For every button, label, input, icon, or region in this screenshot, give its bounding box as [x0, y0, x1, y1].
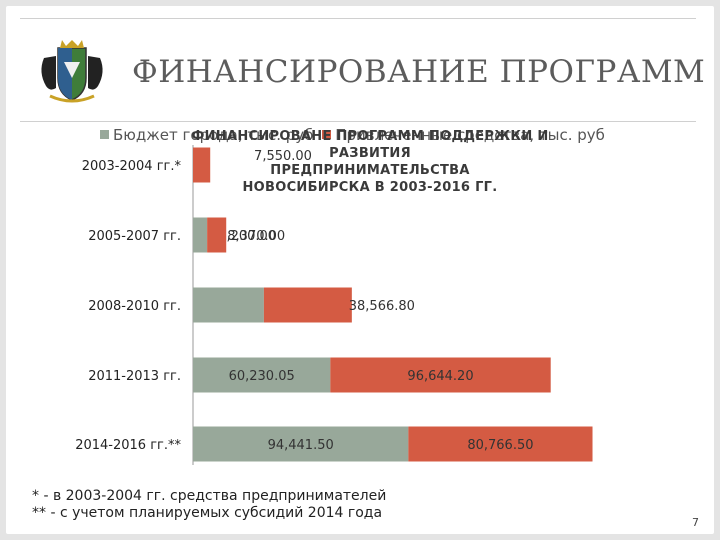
title-bar — [20, 18, 696, 122]
bar-attracted — [263, 287, 352, 323]
page-number: 7 — [692, 516, 699, 529]
chart-title: ФИНАНСИРОВАНЕ ПРОГРАММ ПОДДЕРЖКИ И РАЗВИ… — [160, 128, 580, 196]
bar-attracted — [408, 426, 593, 462]
category-label: 2008-2010 гг. — [88, 299, 181, 314]
category-label: 2014-2016 гг.** — [75, 438, 181, 453]
legend-item-budget: Бюджет города, тыс. руб — [100, 126, 313, 144]
chart-legend: Бюджет города, тыс. руб Привлеченные сре… — [100, 125, 609, 145]
legend-swatch-budget — [100, 130, 109, 139]
data-label-attracted: 96,644.20 — [407, 369, 473, 384]
legend-label-budget: Бюджет города, тыс. руб — [113, 125, 314, 144]
category-label: 2011-2013 гг. — [88, 369, 181, 384]
data-label-attracted: 8,370.00 — [227, 229, 285, 244]
bar-budget — [193, 217, 208, 253]
bar-attracted — [193, 147, 211, 183]
chart-title-line-1: ФИНАНСИРОВАНЕ ПРОГРАММ ПОДДЕРЖКИ И РАЗВИ… — [191, 129, 549, 161]
legend-swatch-attracted — [322, 130, 332, 139]
data-label-attracted: 7,550.00 — [254, 149, 312, 164]
bar-attracted — [207, 217, 227, 253]
bar-budget — [193, 357, 331, 393]
chart-title-line-2: ПРЕДПРИНИМАТЕЛЬСТВА — [270, 163, 470, 178]
bar-budget — [193, 426, 409, 462]
footnotes: * - в 2003-2004 гг. средства предпринима… — [32, 488, 386, 522]
data-label-attracted: 38,566.80 — [349, 299, 415, 314]
footnote-1: * - в 2003-2004 гг. средства предпринима… — [32, 488, 387, 504]
data-label-attracted: 80,766.50 — [467, 438, 533, 453]
data-label-budget: 6,200.00 — [218, 229, 276, 244]
legend-label-attracted: Привлеченные средства, тыс. руб — [335, 125, 605, 144]
legend-item-attracted: Привлеченные средства, тыс. руб — [322, 126, 605, 144]
data-label-budget: 60,230.05 — [229, 369, 295, 384]
chart-title-line-3: НОВОСИБИРСКА В 2003-2016 ГГ. — [242, 180, 498, 195]
slide-title: ФИНАНСИРОВАНИЕ ПРОГРАММ — [132, 54, 706, 90]
category-label: 2003-2004 гг.* — [82, 159, 182, 174]
footnote-2: ** - с учетом планируемых субсидий 2014 … — [32, 505, 383, 521]
bar-budget — [193, 287, 264, 323]
bar-attracted — [330, 357, 551, 393]
city-coat-of-arms-icon — [41, 40, 103, 103]
data-label-budget: 94,441.50 — [268, 438, 334, 453]
category-label: 2005-2007 гг. — [88, 229, 181, 244]
